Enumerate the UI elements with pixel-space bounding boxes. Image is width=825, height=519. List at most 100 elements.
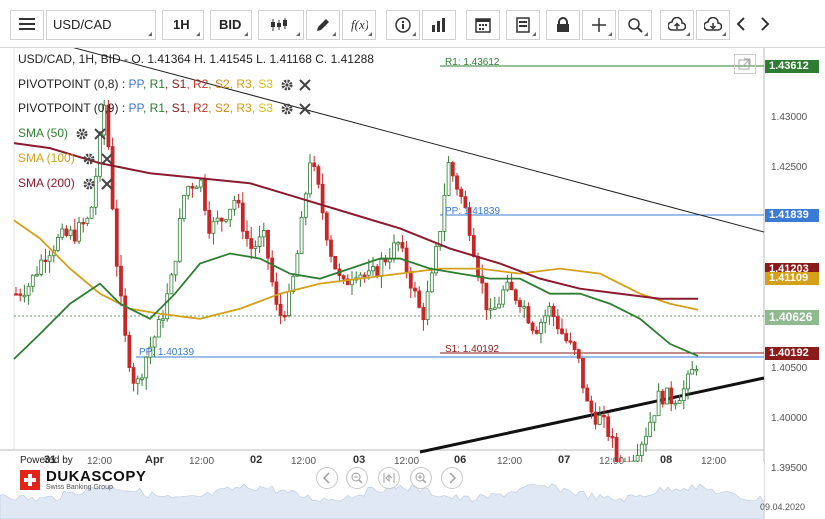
dukascopy-logo: DUKASCOPY Swiss Banking Group [20,468,146,494]
symbol-select[interactable]: USD/CAD [46,10,156,40]
pivot-item-r1: , R1 [142,101,165,115]
price-tag: 1.40626 [765,310,819,325]
sma200-line [13,142,698,300]
candle-body [425,291,430,321]
draw-pencil-icon [317,19,329,31]
close-icon[interactable] [101,178,113,190]
template-button[interactable] [506,10,540,40]
candle-body [459,188,464,198]
crosshair-button[interactable] [582,10,616,40]
reset-view-button[interactable] [378,467,400,489]
candle-body [392,242,396,260]
pivot-1-name: PIVOTPOINT (0,8) [18,77,119,91]
close-icon[interactable] [94,128,107,140]
price-axis-label: 1.39500 [771,463,808,475]
lower-trendline [419,376,765,454]
nav-left-icon [736,17,745,31]
settings-gear-icon[interactable] [281,79,293,91]
zoom-button[interactable] [618,10,652,40]
time-axis-label: 12:00 [87,456,113,467]
chart-type-button[interactable] [258,10,304,40]
zoom-in-button[interactable] [410,467,432,489]
time-axis-label: 12:00 [701,456,727,467]
candle-body [673,402,678,406]
candle-body [308,162,312,195]
swiss-cross-icon [20,470,40,490]
candle-body [455,175,459,190]
settings-gear-icon[interactable] [83,178,95,190]
candle-body [165,293,170,320]
pivot-item-s2: , S2 [208,101,230,115]
upper-trendline [73,48,765,233]
candle-body [35,273,39,277]
pivot-legend-2[interactable]: PIVOTPOINT (0,9) : PP, R1, S1, R2, S2, R… [18,101,314,116]
candle-body [400,242,405,249]
candle-body [333,255,338,270]
candle-body [555,316,560,330]
candle-body [446,162,451,196]
candle-body [249,238,254,249]
nav-right-button[interactable] [756,10,774,40]
sma100-legend[interactable]: SMA (100) [18,151,116,166]
candle-body [177,218,182,262]
info-button[interactable] [386,10,420,40]
s1-level-label: S1: 1.40192 [445,344,499,355]
download-button[interactable] [696,10,730,40]
scroll-left-button[interactable] [316,467,338,489]
symbol-value: USD/CAD [53,17,112,32]
candle-body [576,349,581,359]
candle-body [60,228,65,238]
candle-body [681,388,686,402]
candle-body [39,259,44,275]
chart-canvas[interactable] [0,48,825,519]
candle-body [47,255,52,262]
candle-body [312,162,317,168]
timeframe-select[interactable]: 1H [162,10,204,40]
candle-body [585,387,590,402]
sma200-legend[interactable]: SMA (200) [18,176,116,191]
candle-body [161,318,165,321]
price-axis-label: 1.42500 [771,162,808,174]
candle-body [316,166,321,185]
lock-icon [557,17,569,32]
candle-body [543,315,548,323]
menu-button[interactable] [10,10,44,40]
template-icon [516,17,530,33]
settings-gear-icon[interactable] [281,103,293,115]
price-axis-label: 1.40500 [771,363,808,374]
price-chart[interactable]: USD/CAD, 1H, BID - O. 1.41364 H. 1.41545… [0,48,825,519]
close-icon[interactable] [101,153,113,165]
settings-gear-icon[interactable] [83,153,95,165]
sma50-legend[interactable]: SMA (50) [18,126,109,141]
scroll-right-button[interactable] [441,467,463,489]
candle-body [551,306,556,318]
nav-left-button[interactable] [732,10,750,40]
candle-body [589,400,594,413]
lock-button[interactable] [546,10,580,40]
pivot-legend-1[interactable]: PIVOTPOINT (0,8) : PP, R1, S1, R2, S2, R… [18,77,314,92]
ohlc-legend: USD/CAD, 1H, BID - O. 1.41364 H. 1.41545… [18,52,374,66]
candle-body [156,319,161,338]
candle-body [232,199,237,210]
download-icon [704,17,722,31]
calendar-button[interactable] [466,10,500,40]
zoom-out-button[interactable] [346,467,368,489]
side-value: BID [219,17,242,32]
popout-button[interactable] [734,54,756,74]
draw-button[interactable] [306,10,340,40]
candle-body [228,208,233,221]
candle-body [102,104,107,136]
close-icon[interactable] [299,79,312,91]
pivot-2-items: PP, R1, S1, R2, S2, R3, S3 [129,101,274,115]
upload-button[interactable] [660,10,694,40]
indicators-button[interactable] [422,10,456,40]
logo-tagline: Swiss Banking Group [46,484,113,491]
function-button[interactable]: f(x) [342,10,376,40]
candle-body [484,282,489,311]
info-icon [395,17,411,33]
settings-gear-icon[interactable] [76,128,88,140]
time-axis-label: 12:00 [394,456,420,467]
side-select[interactable]: BID [210,10,252,40]
close-icon[interactable] [299,103,312,115]
candle-body [123,295,128,336]
